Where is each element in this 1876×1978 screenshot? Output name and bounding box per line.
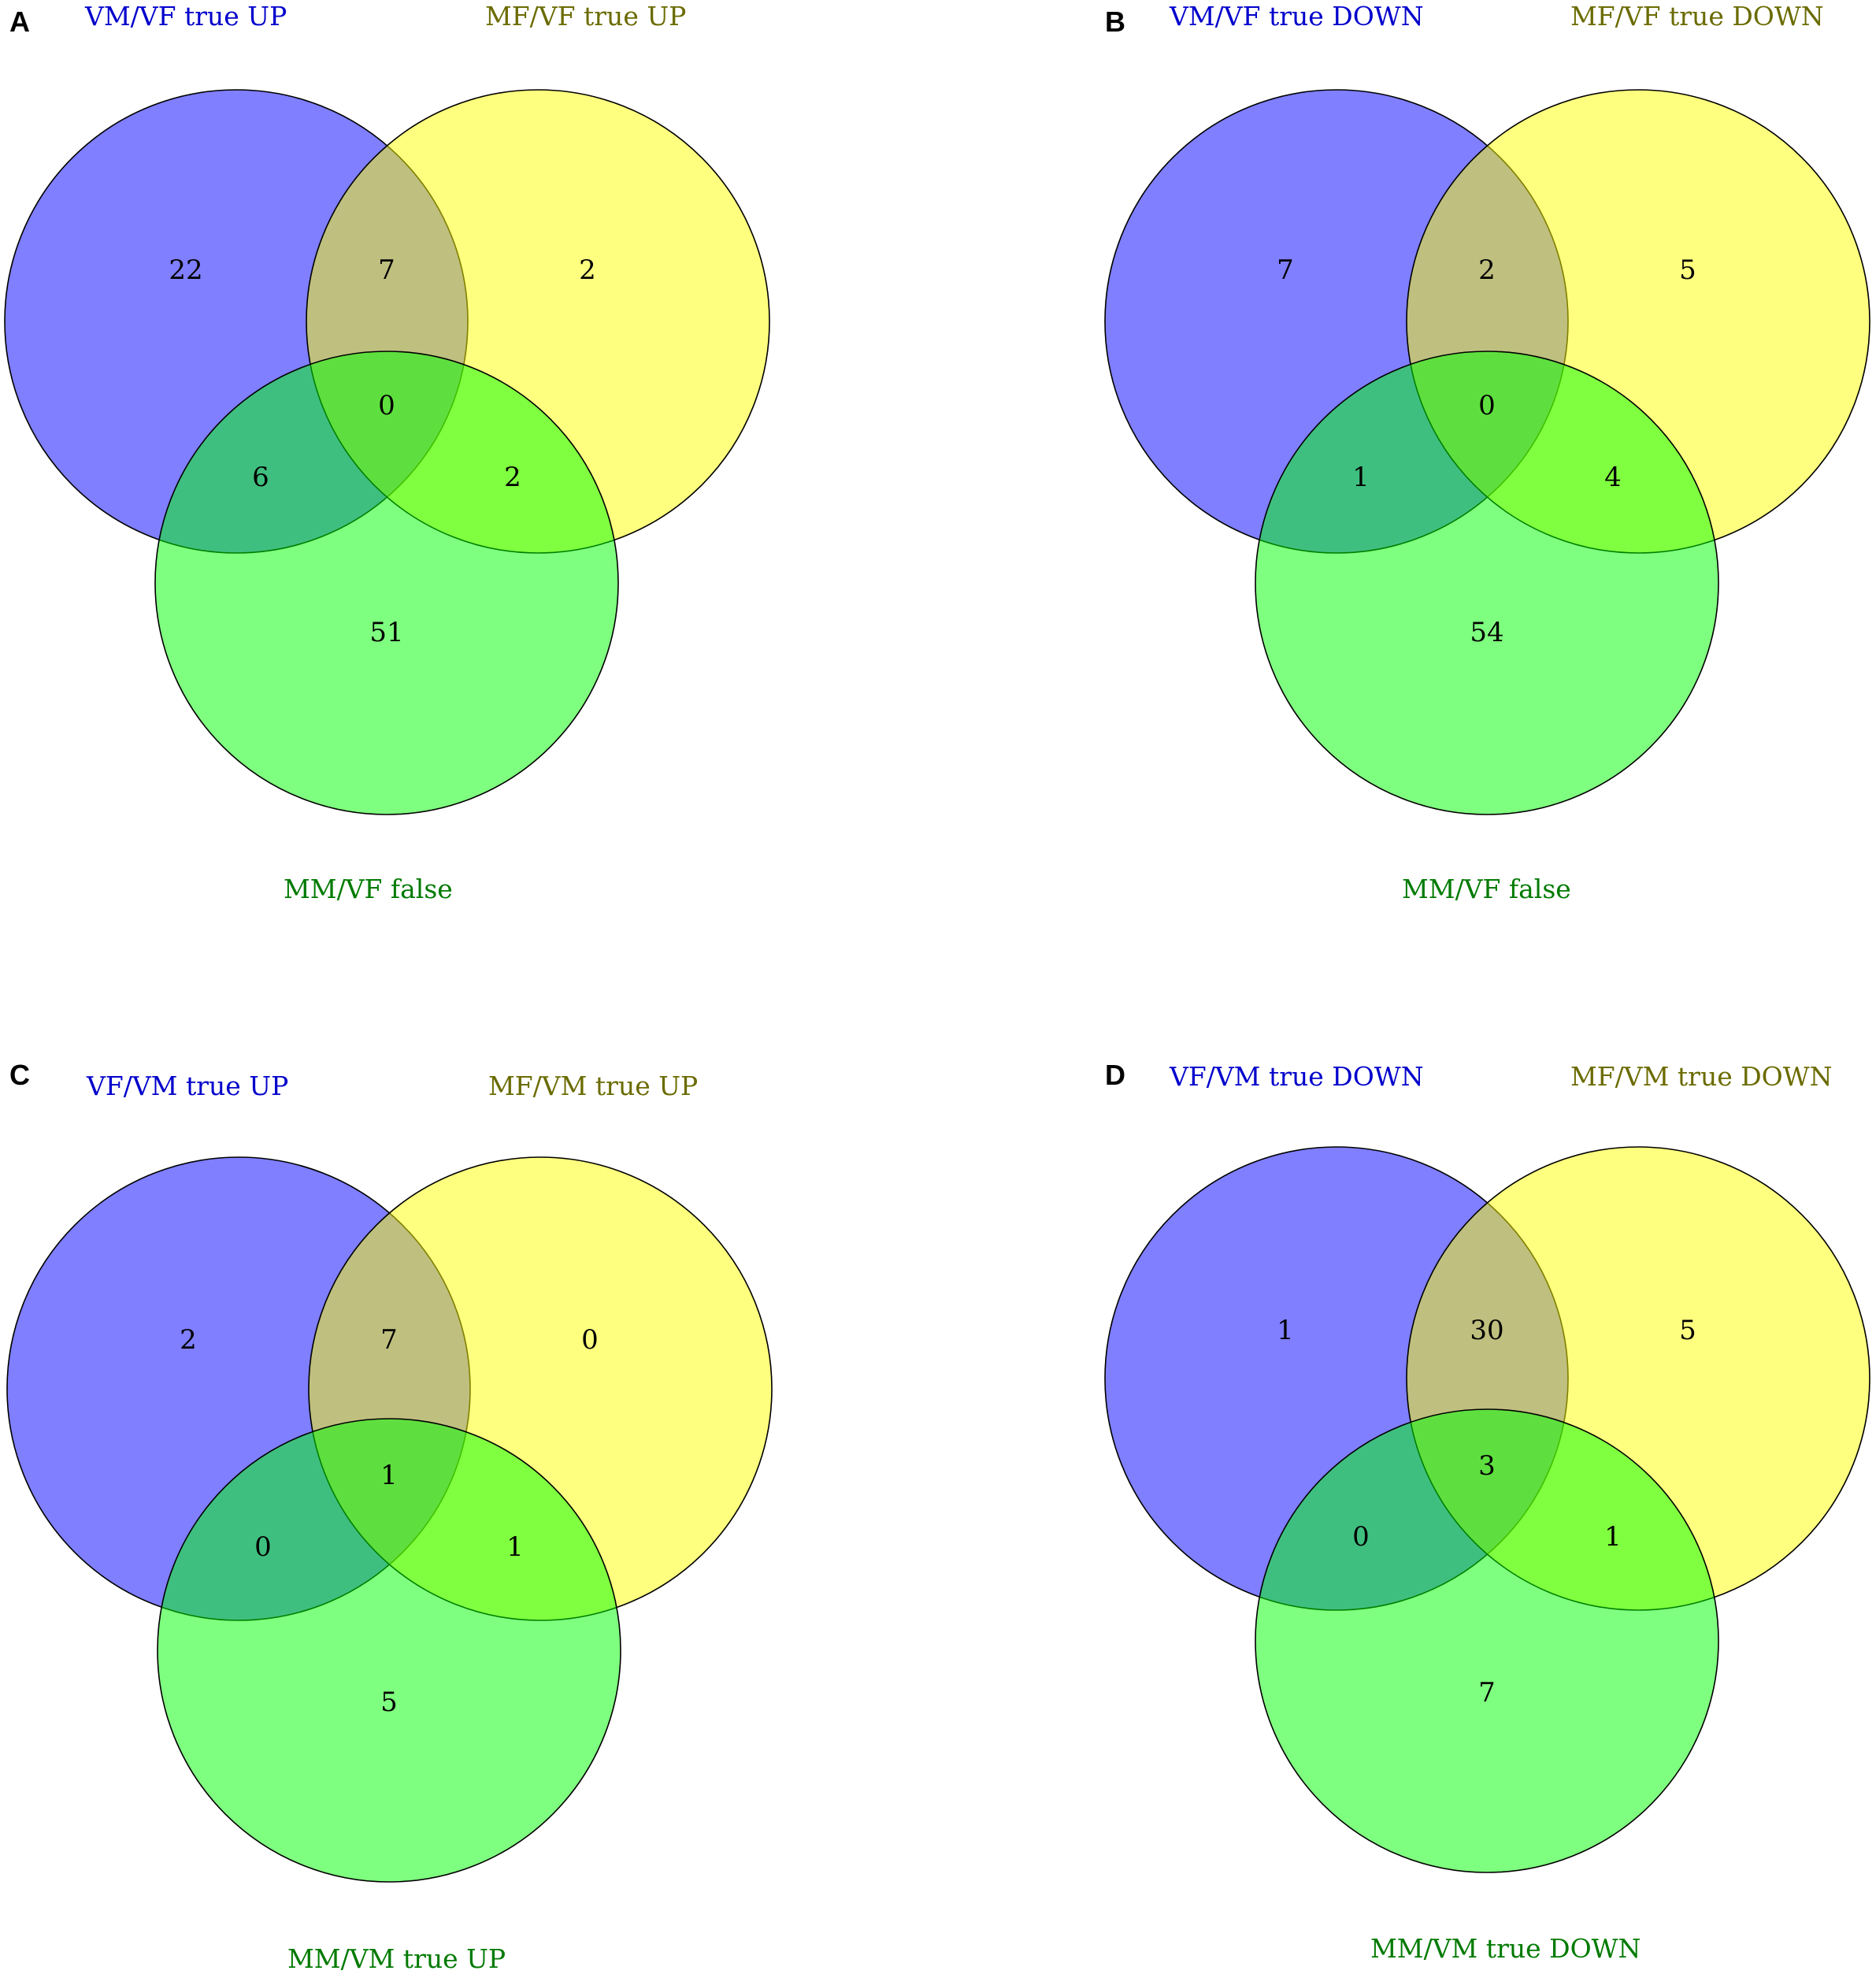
- panel-letter: D: [1105, 1059, 1125, 1091]
- region-set3-only-count: 54: [1470, 617, 1503, 648]
- set3-circle: [1255, 1408, 1719, 1873]
- panel-c: C VF/VM true UP MF/VM true UP MM/VM true UP…: [6, 1059, 773, 1974]
- region-set1-set3-count: 6: [252, 462, 269, 493]
- region-set2-set3-count: 2: [504, 462, 521, 493]
- region-set1-set3-count: 0: [1352, 1521, 1370, 1553]
- set3-label: MM/VF false: [284, 874, 453, 904]
- region-set1-only-count: 1: [1277, 1315, 1294, 1346]
- set3-label: MM/VF false: [1402, 874, 1571, 904]
- set1-label: VF/VM true DOWN: [1169, 1061, 1424, 1092]
- region-all-three-count: 3: [1478, 1450, 1496, 1482]
- region-set3-only-count: 5: [380, 1687, 398, 1718]
- region-set1-set3-count: 1: [1352, 462, 1370, 493]
- region-set2-set3-count: 1: [506, 1531, 524, 1563]
- region-set2-set3-count: 1: [1604, 1521, 1622, 1553]
- region-set2-only-count: 2: [579, 254, 596, 286]
- panel-letter: C: [9, 1059, 30, 1091]
- set3-circle: [154, 351, 619, 815]
- region-set3-only-count: 51: [369, 617, 403, 648]
- set3-label: MM/VM true DOWN: [1370, 1933, 1641, 1964]
- region-set1-only-count: 2: [180, 1324, 197, 1356]
- region-set1-set2-count: 2: [1478, 254, 1496, 286]
- set1-label: VM/VF true UP: [84, 1, 287, 32]
- set1-label: VM/VF true DOWN: [1169, 1, 1424, 32]
- set2-label: MF/VF true UP: [485, 1, 686, 32]
- region-all-three-count: 0: [1478, 390, 1496, 421]
- panel-letter: A: [9, 6, 30, 38]
- region-set2-only-count: 5: [1679, 1315, 1696, 1346]
- set2-label: MF/VF true DOWN: [1570, 1, 1824, 32]
- region-all-three-count: 0: [378, 390, 395, 421]
- region-set1-set2-count: 7: [378, 254, 395, 286]
- region-set1-set2-count: 30: [1470, 1315, 1503, 1346]
- set2-label: MF/VM true UP: [488, 1071, 698, 1101]
- set1-label: VF/VM true UP: [86, 1071, 288, 1101]
- set2-label: MF/VM true DOWN: [1570, 1061, 1833, 1092]
- panel-letter: B: [1105, 6, 1125, 38]
- region-set1-only-count: 7: [1277, 254, 1294, 286]
- region-set1-only-count: 22: [169, 254, 202, 286]
- region-set1-set2-count: 7: [380, 1324, 398, 1356]
- set3-circle: [1255, 351, 1719, 815]
- region-set2-set3-count: 4: [1604, 462, 1622, 493]
- region-set2-only-count: 5: [1679, 254, 1696, 286]
- region-all-three-count: 1: [380, 1460, 398, 1491]
- set3-circle: [157, 1418, 621, 1883]
- region-set3-only-count: 7: [1478, 1677, 1496, 1709]
- panel-b: B VM/VF true DOWN MF/VF true DOWN MM/VF fal…: [1104, 1, 1870, 904]
- panel-d: D VF/VM true DOWN MF/VM true DOWN MM/VM tru…: [1104, 1059, 1870, 1964]
- region-set2-only-count: 0: [581, 1324, 599, 1356]
- region-set1-set3-count: 0: [254, 1531, 272, 1563]
- set3-label: MM/VM true UP: [287, 1943, 506, 1974]
